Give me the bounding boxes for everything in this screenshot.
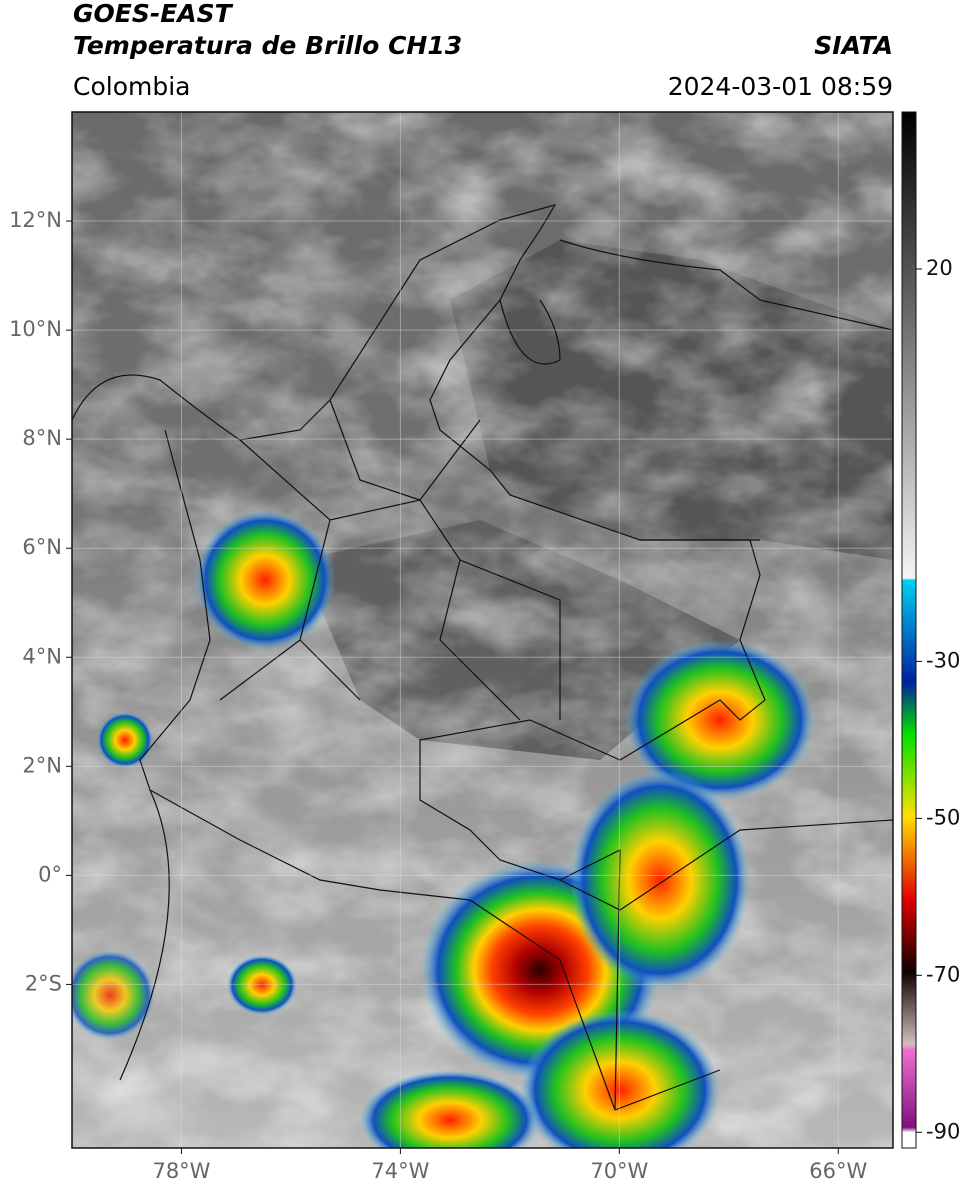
subtitle: Temperatura de Brillo CH13 [73,31,462,60]
lat-tick-label: 10°N [9,317,62,341]
lon-tick-label: 74°W [371,1159,429,1183]
satellite-image [72,112,893,1148]
lat-tick-label: 0° [38,862,62,886]
lat-tick-label: 8°N [22,426,62,450]
lat-tick-label: 12°N [9,208,62,232]
colorbar-tick-label: -70 [926,962,960,986]
colorbar-tick-label: -30 [926,648,960,672]
title: GOES-EAST [73,0,234,28]
colorbar-ticks: 20 -30 -50 -70 -90 [916,256,960,1143]
lat-tick-label: 2°S [25,971,62,995]
colorbar-tick-label: -90 [926,1119,960,1143]
lat-tick-label: 2°N [22,753,62,777]
colorbar [901,111,917,1149]
timestamp: 2024-03-01 08:59 [668,72,893,101]
lat-tick-label: 4°N [22,644,62,668]
lon-tick-label: 78°W [152,1159,210,1183]
colorbar-tick-label: -50 [926,805,960,829]
region: Colombia [73,72,190,101]
colorbar-tick-label: 20 [926,256,953,280]
plot-frame [71,111,894,1149]
source: SIATA [814,31,893,60]
graticule: 12°N 10°N 8°N 6°N 4°N 2°N 0° 2°S 78°W 74°W 70°W 66°… [9,112,893,1183]
lat-tick-label: 6°N [22,535,62,559]
lon-tick-label: 70°W [590,1159,648,1183]
lon-tick-label: 66°W [809,1159,867,1183]
